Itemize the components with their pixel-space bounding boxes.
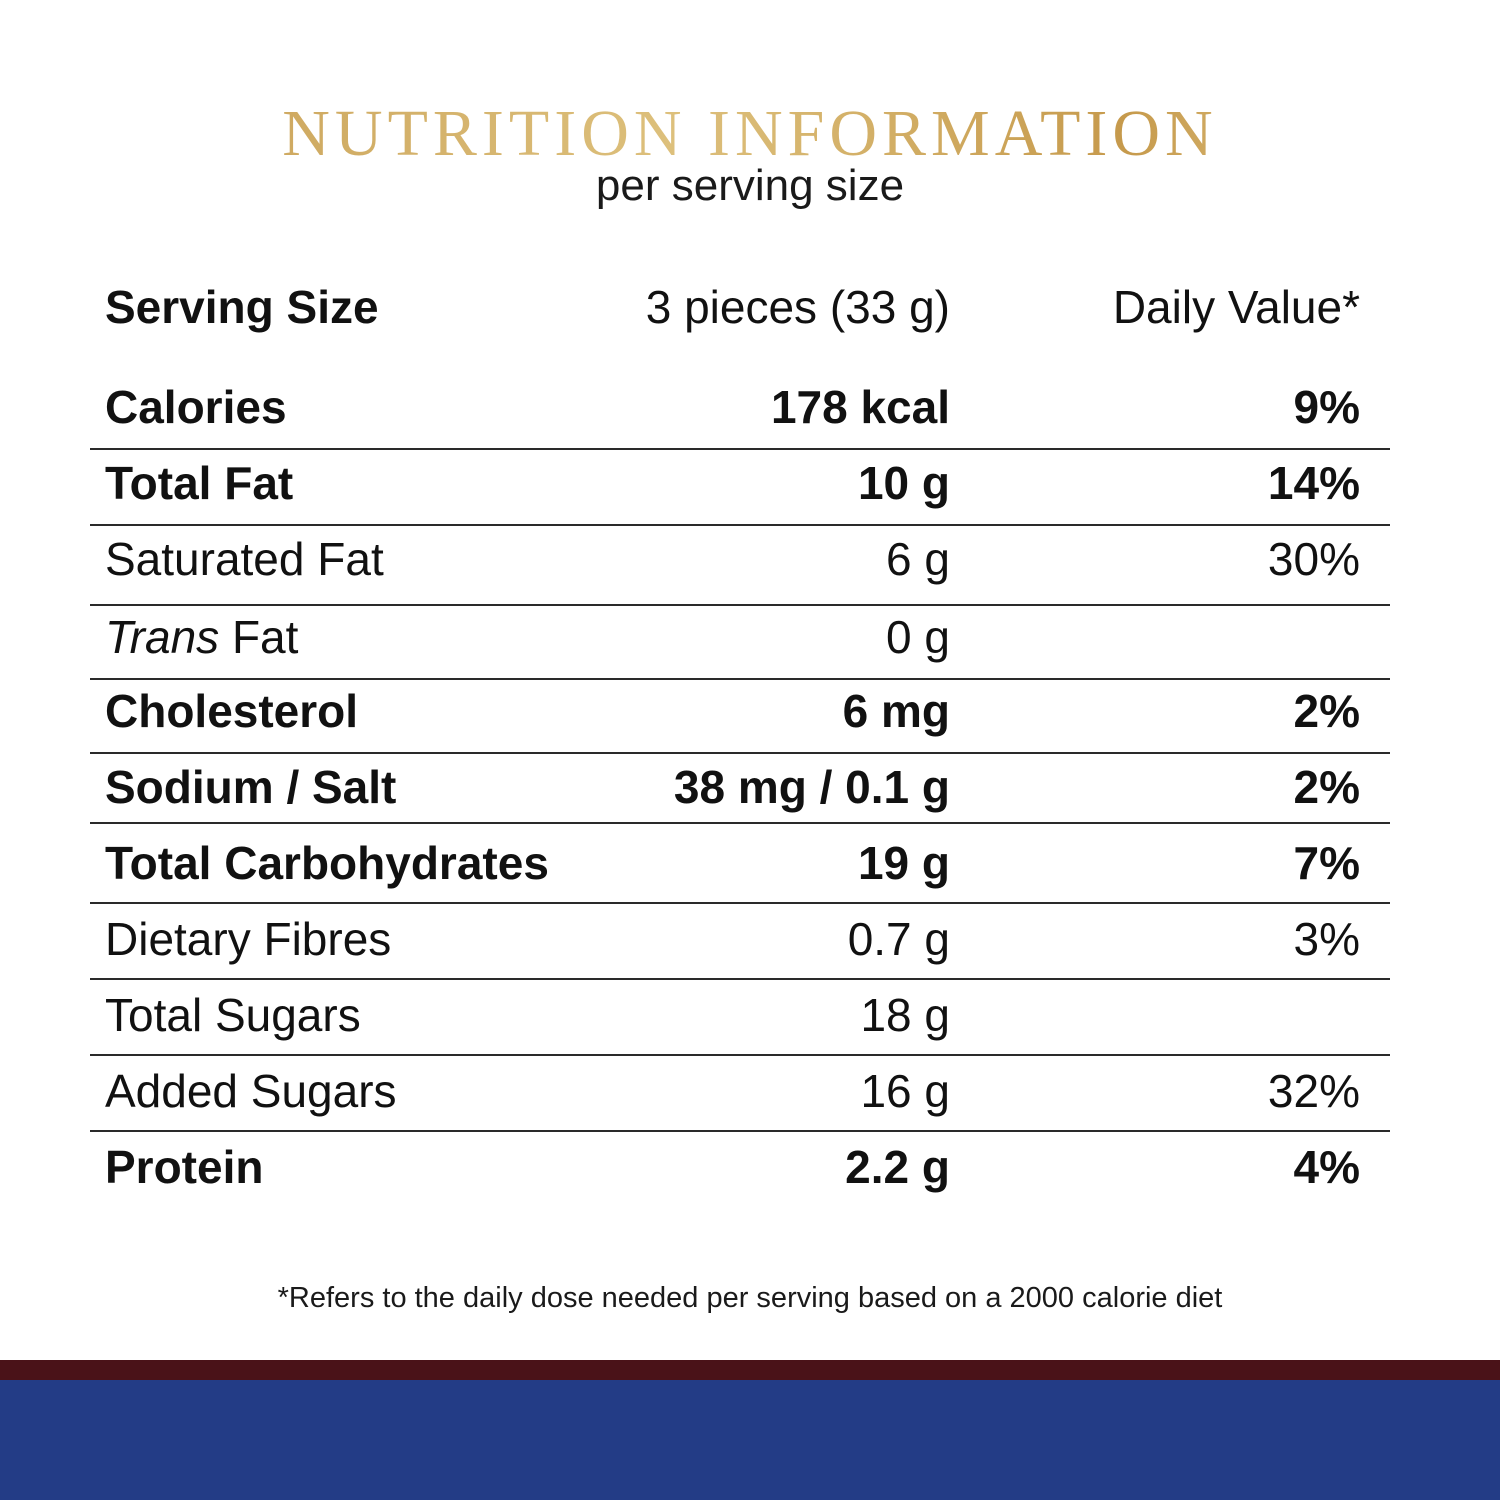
page-title: NUTRITION INFORMATION [0,98,1500,170]
row-divider [90,902,1390,904]
nutrient-daily-value: 14% [1267,457,1360,509]
nutrient-amount: 0 g [886,611,950,663]
nutrient-daily-value: 4% [1293,1141,1360,1193]
row-divider [90,604,1390,606]
row-divider [90,448,1390,450]
daily-value-header: Daily Value* [1112,281,1360,333]
page-subtitle: per serving size [595,161,905,210]
row-divider [90,1130,1390,1132]
nutrient-daily-value: 30% [1267,533,1360,585]
nutrient-daily-value: 2% [1293,685,1360,737]
nutrient-row-total-fat: Total Fat 10 g 14% [90,448,1390,526]
nutrient-amount: 6 mg [842,685,950,737]
nutrient-label: Calories [105,381,287,433]
nutrient-amount: 18 g [860,989,950,1041]
serving-size-row: Serving Size 3 pieces (33 g) Daily Value… [90,272,1390,342]
nutrient-label-italic: Trans [105,611,220,663]
nutrient-row-trans-fat: Trans Fat 0 g [90,602,1390,680]
nutrient-label: Total Sugars [105,989,361,1041]
nutrient-label: Sodium / Salt [105,761,397,813]
nutrient-amount: 16 g [860,1065,950,1117]
row-divider [90,678,1390,680]
nutrient-row-total-sugars: Total Sugars 18 g [90,980,1390,1056]
nutrient-label-rest: Fat [231,611,299,663]
footer-band-dark [0,1360,1500,1380]
serving-size-label: Serving Size [105,281,379,333]
row-divider [90,978,1390,980]
nutrient-amount: 178 kcal [770,381,950,433]
nutrient-row-saturated-fat: Saturated Fat 6 g 30% [90,524,1390,606]
nutrient-label: Total Carbohydrates [105,837,549,889]
nutrient-daily-value: 7% [1293,837,1360,889]
nutrient-daily-value: 2% [1293,761,1360,813]
row-divider [90,524,1390,526]
nutrient-amount: 19 g [857,837,950,889]
row-divider [90,752,1390,754]
row-divider [90,822,1390,824]
nutrient-daily-value: 32% [1267,1065,1360,1117]
nutrient-label: Dietary Fibres [105,913,392,965]
nutrient-label: Added Sugars [105,1065,397,1117]
nutrient-label: Protein [105,1141,264,1193]
nutrient-amount: 38 mg / 0.1 g [673,761,950,813]
nutrient-row-total-carbohydrates: Total Carbohydrates 19 g 7% [90,828,1390,904]
nutrient-amount: 0.7 g [847,913,950,965]
nutrient-daily-value: 3% [1293,913,1360,965]
nutrient-row-cholesterol: Cholesterol 6 mg 2% [90,676,1390,754]
serving-size-amount: 3 pieces (33 g) [645,281,950,333]
nutrient-row-protein: Protein 2.2 g 4% [90,1132,1390,1202]
nutrient-row-sodium: Sodium / Salt 38 mg / 0.1 g 2% [90,752,1390,824]
footer-band-blue [0,1380,1500,1500]
nutrient-label: Saturated Fat [105,533,384,585]
nutrient-daily-value: 9% [1293,381,1360,433]
nutrient-amount: 2.2 g [845,1141,950,1193]
nutrient-label: Total Fat [105,457,294,509]
nutrient-amount: 6 g [886,533,950,585]
nutrient-amount: 10 g [857,457,950,509]
nutrient-label: Trans Fat [105,602,298,672]
row-divider [90,1054,1390,1056]
footnote: *Refers to the daily dose needed per ser… [277,1282,1223,1314]
nutrient-label: Cholesterol [105,685,359,737]
nutrient-row-calories: Calories 178 kcal 9% [90,372,1390,450]
nutrient-row-added-sugars: Added Sugars 16 g 32% [90,1056,1390,1132]
nutrient-row-dietary-fibres: Dietary Fibres 0.7 g 3% [90,904,1390,980]
